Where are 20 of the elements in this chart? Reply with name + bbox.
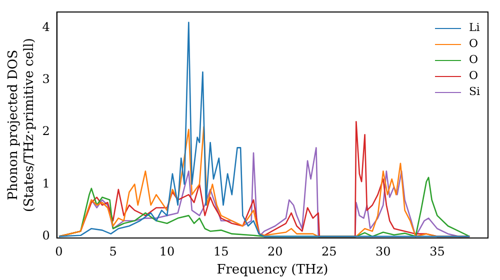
y-tick-label: 1 [42, 176, 50, 190]
x-tick-label: 25 [322, 244, 337, 258]
y-tick-label: 2 [42, 124, 50, 138]
y-tick-label: 4 [42, 20, 50, 34]
legend-label: O [468, 52, 478, 68]
x-tick-label: 0 [55, 244, 63, 258]
x-tick-label: 15 [213, 244, 229, 258]
legend-label: Li [468, 20, 480, 36]
y-tick-label: 0 [42, 228, 50, 243]
x-tick-label: 20 [267, 244, 283, 258]
legend-label: O [468, 36, 478, 52]
x-tick-label: 30 [376, 244, 391, 258]
legend-label: O [468, 68, 478, 84]
legend-label: Si [468, 84, 480, 100]
x-tick-label: 10 [159, 244, 175, 258]
x-tick-label: 35 [430, 244, 445, 258]
x-axis-title: Frequency (THz) [216, 262, 328, 278]
x-tick-label: 5 [109, 244, 117, 258]
y-tick-label: 3 [42, 72, 50, 86]
y-axis-title: Phonon projected DOS (States/THz·primitive cell) [6, 38, 37, 212]
